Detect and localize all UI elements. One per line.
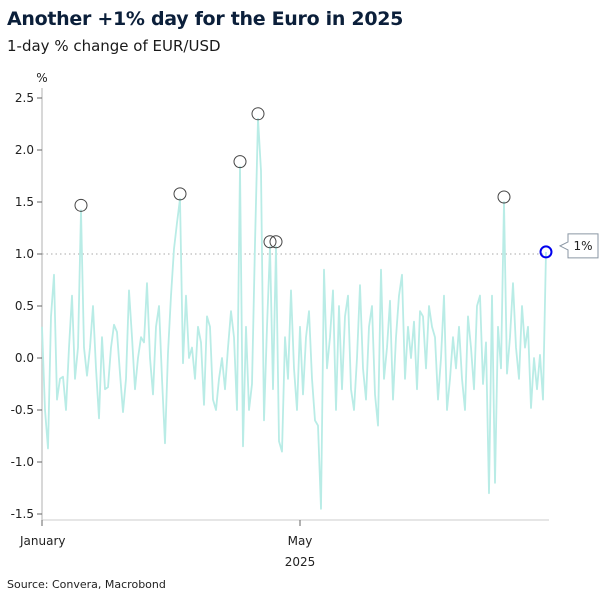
y-axis-unit: % <box>36 71 47 85</box>
peak-marker <box>263 235 277 249</box>
series-line <box>41 117 547 510</box>
peak-marker <box>269 235 283 249</box>
y-tick-label: -1.0 <box>11 455 34 469</box>
y-tick-label: 2.0 <box>15 143 34 157</box>
y-tick-label: 0.0 <box>15 351 34 365</box>
chart-title: Another +1% day for the Euro in 2025 <box>7 8 404 30</box>
latest-marker <box>539 245 553 259</box>
chart-subtitle: 1-day % change of EUR/USD <box>7 37 221 55</box>
y-tick-label: 1.5 <box>15 195 34 209</box>
peak-marker <box>74 198 88 212</box>
y-tick-label: 0.5 <box>15 299 34 313</box>
peak-marker <box>233 155 247 169</box>
y-tick-label: 2.5 <box>15 91 34 105</box>
y-tick-label: 1.0 <box>15 247 34 261</box>
callout-label: 1% <box>573 239 592 253</box>
peak-marker <box>497 190 511 204</box>
y-tick-label: -0.5 <box>11 403 34 417</box>
y-tick-label: -1.5 <box>11 507 34 521</box>
peak-marker <box>173 187 187 201</box>
peak-marker <box>251 107 265 121</box>
x-year-label: 2025 <box>285 555 316 569</box>
source-note: Source: Convera, Macrobond <box>7 578 166 591</box>
x-tick-label: January <box>19 534 66 548</box>
x-tick-label: May <box>288 534 313 548</box>
callout-box <box>558 233 599 259</box>
